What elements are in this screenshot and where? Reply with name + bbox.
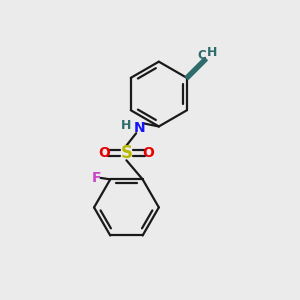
- Text: O: O: [142, 146, 154, 160]
- Text: N: N: [134, 121, 146, 135]
- Text: F: F: [92, 171, 101, 185]
- Text: C: C: [198, 49, 206, 62]
- Text: H: H: [207, 46, 217, 59]
- Text: O: O: [98, 146, 110, 160]
- Text: S: S: [120, 144, 132, 162]
- Text: H: H: [121, 119, 132, 132]
